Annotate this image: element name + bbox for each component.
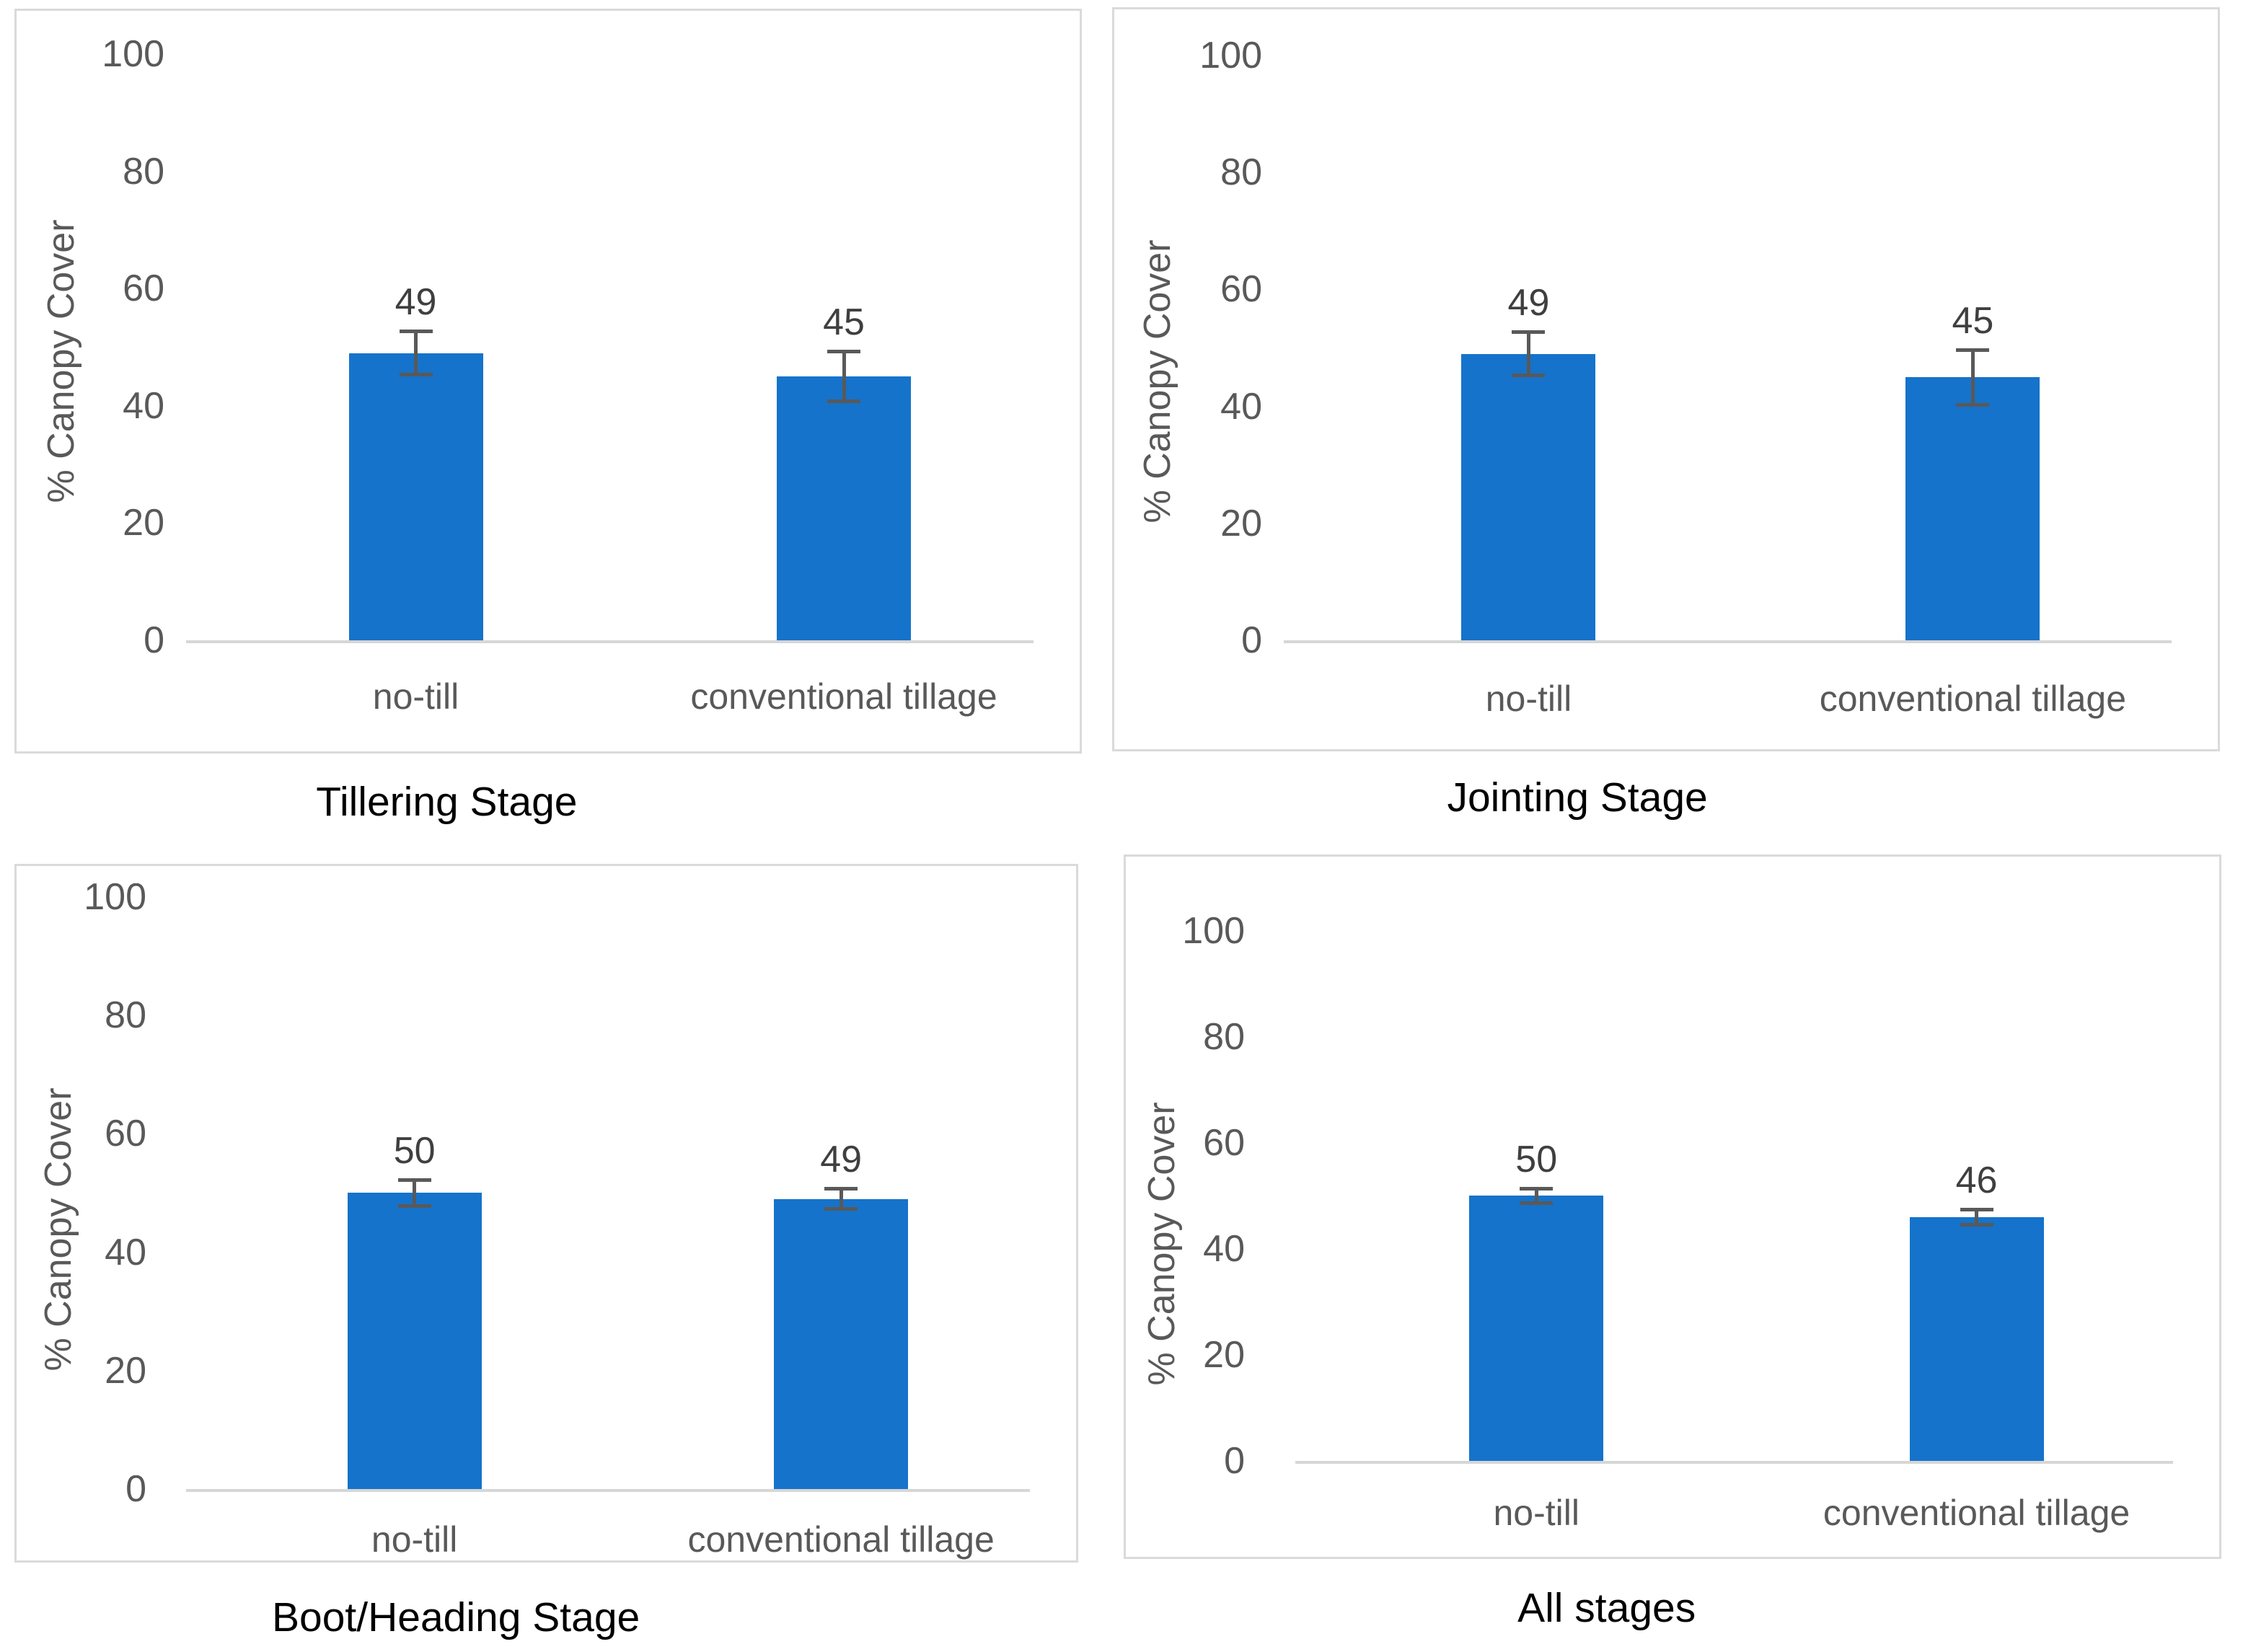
bar-value-label: 45 (823, 301, 865, 344)
y-axis-title: % Canopy Cover (40, 218, 82, 503)
y-tick-label: 80 (105, 994, 146, 1036)
chart-panel-tillering: % Canopy Cover 100 80 60 40 20 0 49 no-till 45 con… (14, 9, 1082, 754)
chart-title-boot-heading: Boot/Heading Stage (272, 1594, 640, 1640)
category-label-no-till: no-till (1493, 1492, 1579, 1533)
error-bar-bottom-cap (1960, 1223, 1993, 1227)
y-tick-label: 40 (1203, 1227, 1245, 1270)
y-tick-label: 20 (1220, 502, 1262, 544)
bar-value-label: 50 (1515, 1138, 1558, 1180)
error-bar-bottom-cap (1512, 374, 1546, 378)
bar-value-label: 49 (820, 1139, 863, 1181)
x-axis-line (186, 1489, 1030, 1493)
error-bar-bottom-cap (1956, 402, 1990, 407)
y-tick-label: 20 (1203, 1334, 1245, 1377)
y-tick-label: 0 (144, 619, 164, 661)
y-tick-label: 0 (125, 1468, 146, 1511)
chart-panel-jointing: % Canopy Cover 100 80 60 40 20 0 49 no-till 45 con… (1112, 7, 2220, 751)
x-axis-line (1284, 640, 2172, 644)
y-tick-label: 20 (123, 502, 164, 544)
error-bar-top-cap (1520, 1186, 1554, 1191)
error-bar-top-cap (399, 330, 433, 333)
error-bar-stem (839, 1187, 843, 1211)
error-bar-stem (1526, 330, 1530, 378)
y-tick-label: 100 (102, 32, 164, 75)
bar-no-till (1469, 1196, 1604, 1462)
error-bar-top-cap (397, 1178, 431, 1182)
error-bar-stem (413, 1178, 417, 1209)
bar-value-label: 45 (1952, 299, 1994, 342)
error-bar-top-cap (1512, 330, 1546, 335)
y-tick-label: 40 (123, 384, 164, 427)
error-bar-bottom-cap (397, 1204, 431, 1209)
category-label-conventional-tillage: conventional tillage (1823, 1492, 2130, 1533)
x-axis-line (1295, 1461, 2173, 1465)
bar-value-label: 50 (393, 1129, 436, 1172)
error-bar-stem (1970, 348, 1975, 407)
error-bar-top-cap (824, 1187, 858, 1191)
y-tick-label: 100 (84, 875, 146, 918)
category-label-no-till: no-till (372, 676, 459, 717)
chart-panel-boot-heading: % Canopy Cover 100 80 60 40 20 0 50 no-till 49 con… (14, 864, 1078, 1563)
error-bar-stem (414, 330, 418, 377)
chart-title-all-stages: All stages (1517, 1585, 1696, 1631)
y-tick-label: 0 (1224, 1440, 1245, 1483)
error-bar-bottom-cap (827, 399, 860, 403)
y-tick-label: 0 (1241, 619, 1262, 662)
error-bar-bottom-cap (399, 373, 433, 377)
y-tick-label: 80 (123, 150, 164, 193)
y-tick-label: 100 (1182, 909, 1245, 952)
bar-conventional-tillage (777, 376, 911, 640)
category-label-no-till: no-till (371, 1519, 458, 1560)
y-tick-label: 80 (1203, 1015, 1245, 1058)
y-tick-label: 60 (105, 1113, 146, 1155)
y-tick-label: 60 (1220, 268, 1262, 311)
category-label-no-till: no-till (1485, 678, 1572, 719)
bar-no-till (347, 1193, 482, 1490)
y-tick-label: 100 (1199, 34, 1262, 76)
bar-value-label: 49 (395, 281, 437, 323)
y-tick-label: 40 (105, 1231, 146, 1273)
bar-conventional-tillage (1909, 1216, 2044, 1462)
chart-panel-all-stages: % Canopy Cover 100 80 60 40 20 0 50 no-till 46 con… (1124, 854, 2221, 1559)
bar-conventional-tillage (774, 1198, 909, 1490)
y-tick-label: 60 (1203, 1121, 1245, 1164)
error-bar-top-cap (827, 350, 860, 354)
error-bar-stem (1975, 1207, 1979, 1227)
chart-title-tillering: Tillering Stage (316, 779, 578, 825)
bar-conventional-tillage (1905, 377, 2040, 641)
category-label-conventional-tillage: conventional tillage (690, 676, 997, 717)
bar-no-till (1461, 353, 1596, 641)
error-bar-stem (1534, 1186, 1538, 1205)
category-label-conventional-tillage: conventional tillage (1819, 678, 2127, 719)
y-tick-label: 20 (105, 1350, 146, 1392)
y-tick-label: 40 (1220, 385, 1262, 428)
error-bar-bottom-cap (1520, 1201, 1554, 1205)
bar-value-label: 49 (1507, 282, 1550, 324)
error-bar-bottom-cap (824, 1207, 858, 1211)
error-bar-top-cap (1960, 1207, 1993, 1211)
error-bar-stem (842, 350, 846, 403)
bar-no-till (348, 353, 483, 640)
x-axis-line (186, 640, 1034, 643)
y-tick-label: 60 (123, 268, 164, 310)
chart-title-jointing: Jointing Stage (1447, 774, 1708, 821)
y-tick-label: 80 (1220, 151, 1262, 194)
error-bar-top-cap (1956, 348, 1990, 352)
category-label-conventional-tillage: conventional tillage (687, 1519, 995, 1560)
bar-value-label: 46 (1955, 1159, 1998, 1201)
